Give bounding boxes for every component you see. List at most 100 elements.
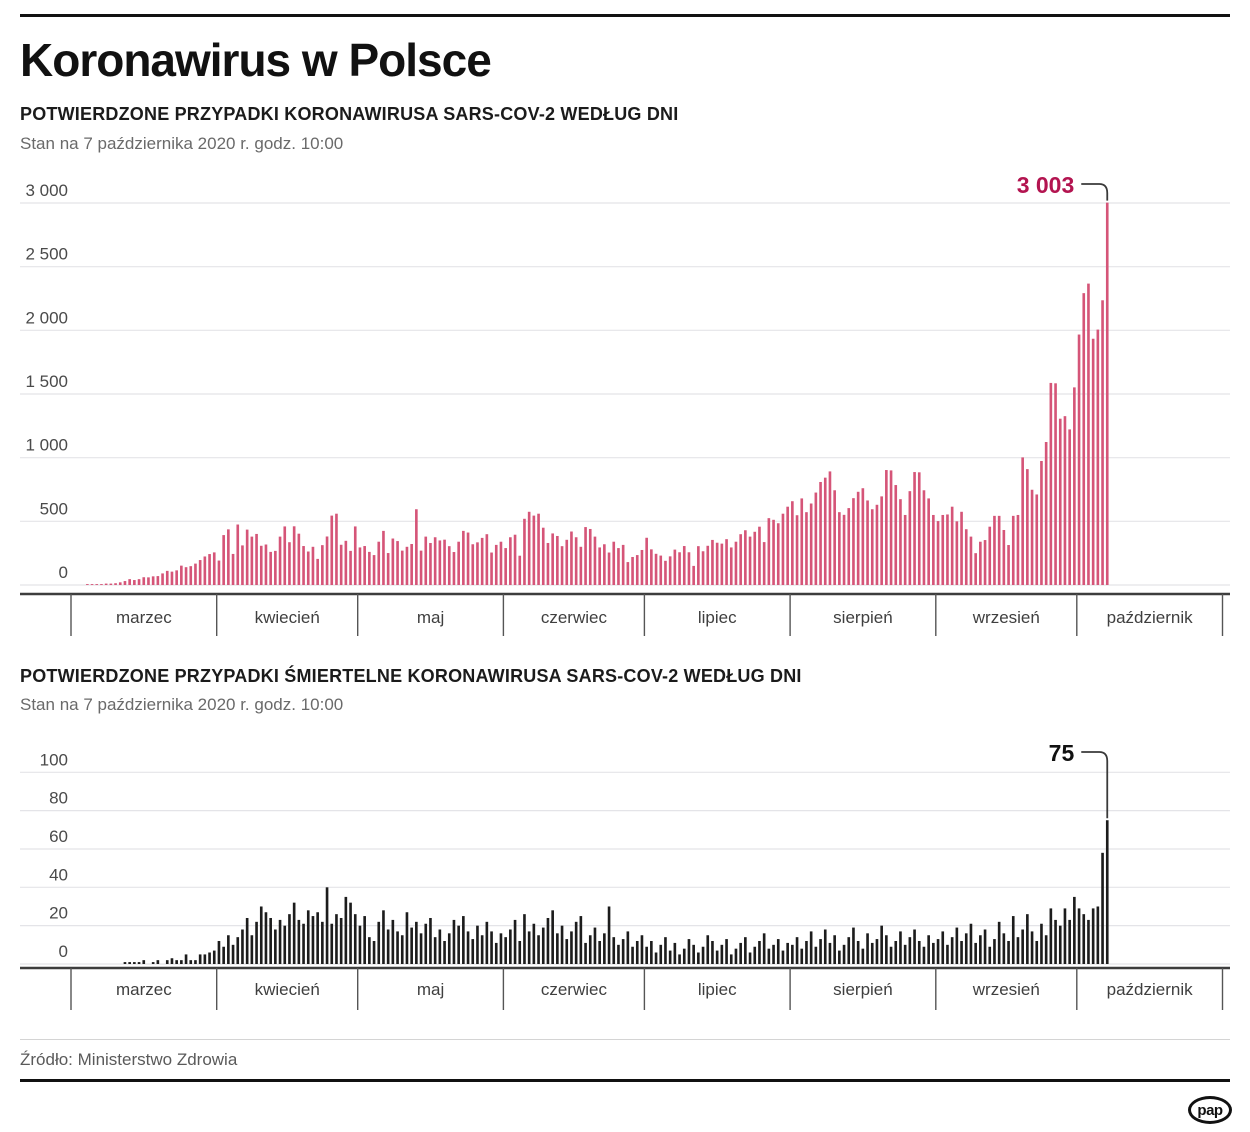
bar xyxy=(292,902,296,964)
bar xyxy=(165,960,169,964)
bar xyxy=(227,935,230,964)
bar xyxy=(391,919,395,964)
bar xyxy=(739,942,742,964)
footer-divider xyxy=(20,1039,1230,1040)
bar xyxy=(175,960,178,964)
bar xyxy=(203,556,207,585)
bar xyxy=(1026,469,1029,585)
bar xyxy=(400,935,404,964)
bar xyxy=(419,550,423,585)
bar xyxy=(678,954,681,964)
month-label: maj xyxy=(417,980,444,999)
bar xyxy=(114,583,117,585)
bar xyxy=(866,933,869,964)
bar xyxy=(311,916,315,964)
bar xyxy=(358,547,362,585)
bar xyxy=(1011,916,1015,964)
bar xyxy=(480,935,484,964)
bar xyxy=(1030,489,1034,585)
bar xyxy=(447,546,451,585)
bar xyxy=(584,527,587,585)
bar xyxy=(673,942,677,964)
bar xyxy=(231,553,235,585)
bar xyxy=(556,933,559,964)
deaths-chart-heading: POTWIERDZONE PRZYPADKI ŚMIERTELNE KORONA… xyxy=(20,666,802,686)
bar xyxy=(480,537,484,585)
bar xyxy=(772,944,775,964)
bar xyxy=(593,927,597,964)
month-label: kwiecień xyxy=(255,980,320,999)
bar xyxy=(941,931,945,964)
bar xyxy=(222,535,225,585)
month-label: czerwiec xyxy=(541,608,608,627)
y-tick-label: 20 xyxy=(49,904,68,923)
bar xyxy=(523,518,526,585)
bar xyxy=(833,490,836,585)
bar xyxy=(353,526,357,585)
bar xyxy=(1030,931,1034,964)
cases-chart-subtitle: Stan na 7 października 2020 r. godz. 10:… xyxy=(20,134,344,153)
annotation-value: 3 003 xyxy=(1017,172,1075,198)
bar xyxy=(950,506,954,585)
bar xyxy=(438,540,442,585)
bar xyxy=(513,919,517,964)
bar xyxy=(410,927,413,964)
bar xyxy=(349,550,352,585)
bar xyxy=(617,548,620,585)
bar xyxy=(659,555,663,585)
bar xyxy=(274,550,277,585)
bar xyxy=(791,501,794,585)
bar xyxy=(1040,460,1043,585)
bar xyxy=(255,921,258,964)
bar xyxy=(1096,906,1100,964)
bar xyxy=(565,539,569,585)
y-tick-label: 0 xyxy=(59,563,68,582)
bar xyxy=(908,491,912,585)
bar xyxy=(814,492,818,585)
bar xyxy=(189,960,193,964)
y-tick-label: 2 500 xyxy=(25,245,68,264)
bar xyxy=(476,542,479,585)
bar xyxy=(532,515,536,585)
bar xyxy=(250,935,254,964)
bar xyxy=(123,581,127,585)
bar xyxy=(1002,933,1006,964)
bar xyxy=(349,902,352,964)
bar xyxy=(306,551,310,585)
bar xyxy=(819,481,822,585)
bar xyxy=(668,950,672,964)
bar xyxy=(983,540,987,585)
y-tick-label: 500 xyxy=(40,499,68,518)
bar xyxy=(682,948,686,964)
bar xyxy=(288,914,291,964)
bar xyxy=(922,946,926,964)
bar xyxy=(927,498,930,585)
bar xyxy=(527,931,531,964)
bar xyxy=(133,580,136,585)
month-label: czerwiec xyxy=(541,980,608,999)
bar xyxy=(1002,529,1006,585)
bar xyxy=(715,542,719,585)
bar xyxy=(1040,923,1043,964)
bar xyxy=(687,939,691,964)
bar xyxy=(997,921,1001,964)
bar xyxy=(603,544,606,585)
bar xyxy=(800,948,804,964)
bar xyxy=(344,540,348,585)
bar xyxy=(828,471,832,585)
bar xyxy=(1087,283,1090,585)
bar xyxy=(1068,429,1071,585)
bar xyxy=(471,544,475,585)
bar xyxy=(997,515,1001,585)
bar xyxy=(823,477,827,585)
bar xyxy=(1091,908,1095,964)
bar xyxy=(725,939,728,964)
bar xyxy=(1035,494,1039,585)
bar xyxy=(541,927,545,964)
bar xyxy=(588,528,592,585)
cases-chart-heading: POTWIERDZONE PRZYPADKI KORONAWIRUSA SARS… xyxy=(20,104,679,124)
bar xyxy=(969,536,973,585)
bar xyxy=(645,537,648,585)
bar xyxy=(415,509,418,585)
bar xyxy=(462,530,465,585)
